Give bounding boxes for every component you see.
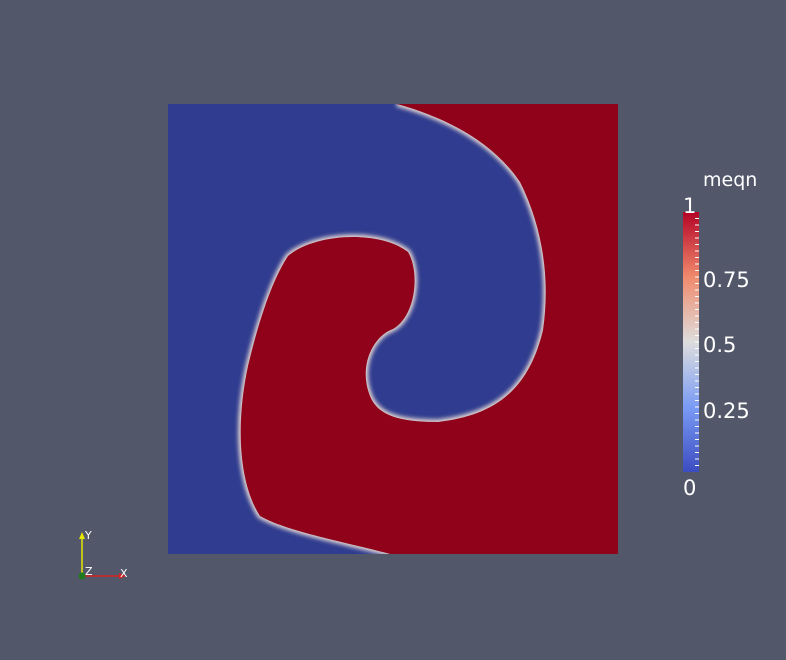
colorbar-title: meqn — [703, 169, 758, 191]
colorbar — [683, 212, 699, 472]
colorbar-tick-0-5: 0.5 — [703, 333, 737, 357]
colorbar-tick-1: 1 — [683, 194, 697, 218]
colorbar-tick-0: 0 — [683, 476, 697, 500]
x-axis-arrow — [119, 573, 126, 579]
high-value-region — [240, 104, 618, 554]
axis-label-z: Z — [85, 565, 93, 578]
axis-label-y: Y — [85, 529, 92, 542]
axis-label-x: X — [120, 567, 128, 580]
scalar-field-plot — [168, 104, 618, 554]
z-axis-dot — [78, 572, 86, 580]
orientation-axes: Y Z X — [70, 526, 140, 586]
y-axis-arrow — [79, 532, 85, 539]
colorbar-tick-0-25: 0.25 — [703, 399, 750, 423]
colorbar-minor-ticks — [695, 218, 699, 466]
colorbar-tick-0-75: 0.75 — [703, 268, 750, 292]
